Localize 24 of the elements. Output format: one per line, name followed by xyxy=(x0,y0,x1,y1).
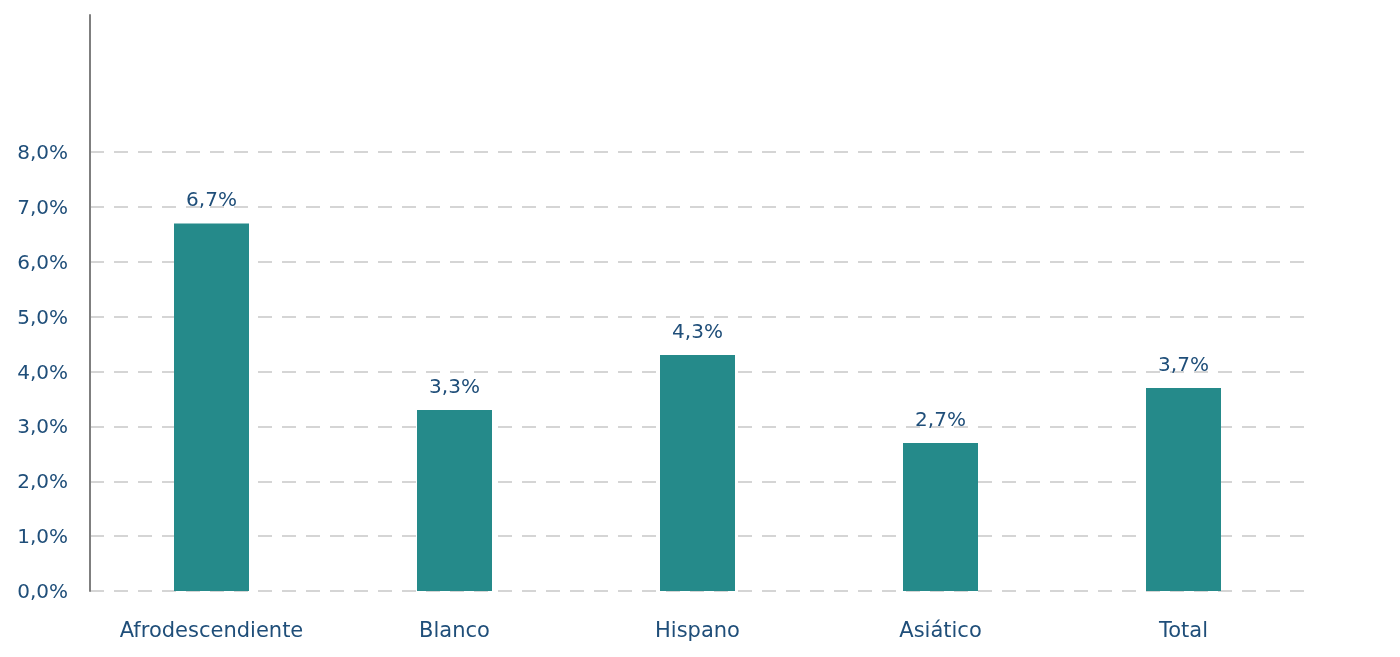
y-tick-label: 6,0% xyxy=(17,249,68,274)
y-tick-label: 4,0% xyxy=(17,359,68,384)
data-label: 6,7% xyxy=(186,187,237,212)
bar xyxy=(417,409,492,591)
x-tick-label: Hispano xyxy=(655,617,740,642)
y-tick-label: 7,0% xyxy=(17,195,68,219)
bar xyxy=(174,223,249,591)
bar xyxy=(660,355,735,591)
data-label: 3,3% xyxy=(429,373,480,398)
bar xyxy=(903,442,978,591)
data-label: 2,7% xyxy=(915,406,966,431)
y-tick-label: 2,0% xyxy=(17,469,68,494)
x-tick-label: Afrodescendiente xyxy=(119,617,304,642)
y-tick-label: 8,0% xyxy=(17,140,68,165)
y-tick-label: 3,0% xyxy=(17,414,68,439)
y-tick-label: 0,0% xyxy=(17,579,68,603)
x-tick-label: Total xyxy=(1157,617,1209,642)
y-tick-label: 5,0% xyxy=(17,304,68,329)
bar xyxy=(1146,388,1221,591)
y-tick-label: 1,0% xyxy=(17,524,68,549)
x-tick-label: Asiático xyxy=(899,617,982,642)
data-label: 3,7% xyxy=(1158,352,1209,377)
x-tick-label: Blanco xyxy=(419,617,490,642)
data-label: 4,3% xyxy=(672,319,723,344)
